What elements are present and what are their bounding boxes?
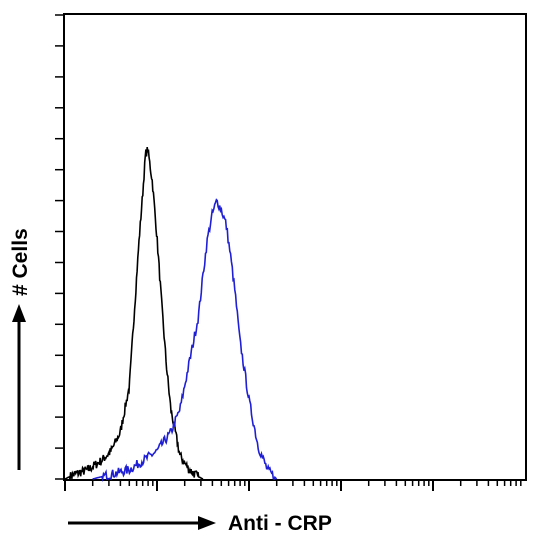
y-axis-label-group: # Cells (9, 228, 32, 470)
y-axis-label: # Cells (9, 228, 32, 296)
y-axis-arrow-head (12, 304, 26, 322)
series-line-1 (64, 147, 204, 480)
x-axis-label-group: Anti - CRP (68, 512, 332, 535)
histogram-curves (64, 147, 278, 483)
plot-frame (63, 13, 527, 481)
x-axis-arrow-head (198, 516, 216, 530)
x-axis-label: Anti - CRP (228, 512, 332, 535)
series-line-2 (92, 198, 278, 483)
axis-ticks (55, 14, 522, 491)
